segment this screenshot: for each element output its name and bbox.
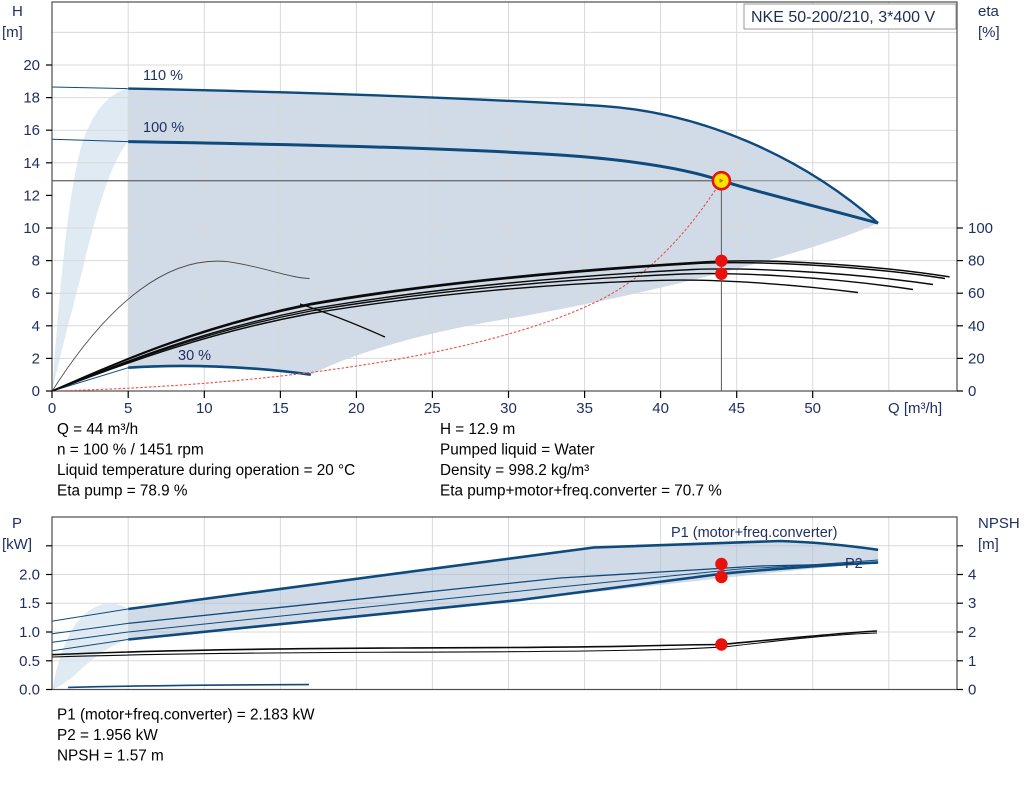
svg-text:H: H [12,3,23,20]
svg-text:[m]: [m] [2,24,23,41]
svg-text:100: 100 [968,220,993,237]
svg-text:NPSH: NPSH [978,515,1020,532]
svg-text:60: 60 [968,285,985,302]
svg-text:25: 25 [424,400,441,417]
svg-text:40: 40 [968,318,985,335]
svg-text:[kW]: [kW] [2,536,32,553]
svg-text:NPSH = 1.57 m: NPSH = 1.57 m [57,748,164,765]
svg-text:12: 12 [23,187,40,204]
svg-text:P2: P2 [845,556,863,572]
svg-text:20: 20 [348,400,365,417]
svg-text:100 %: 100 % [143,120,184,136]
svg-text:14: 14 [23,155,40,172]
svg-text:0.0: 0.0 [19,682,40,699]
svg-text:2.0: 2.0 [19,567,40,584]
svg-text:1.5: 1.5 [19,595,40,612]
svg-text:H = 12.9 m: H = 12.9 m [440,421,515,438]
svg-text:4: 4 [32,318,40,335]
svg-text:[m]: [m] [978,536,999,553]
svg-text:[%]: [%] [978,24,1000,41]
svg-text:30 %: 30 % [178,348,211,364]
svg-text:P: P [12,515,22,532]
svg-text:16: 16 [23,122,40,139]
svg-text:Density = 998.2 kg/m³: Density = 998.2 kg/m³ [440,462,589,479]
svg-text:10: 10 [196,400,213,417]
svg-text:4: 4 [968,567,976,584]
svg-text:P1 (motor+freq.converter) = 2.: P1 (motor+freq.converter) = 2.183 kW [57,707,315,724]
svg-text:15: 15 [272,400,289,417]
svg-text:8: 8 [32,253,40,270]
svg-text:20: 20 [968,350,985,367]
svg-text:80: 80 [968,253,985,270]
svg-text:P1 (motor+freq.converter): P1 (motor+freq.converter) [671,525,837,541]
svg-text:eta: eta [978,3,1000,20]
svg-text:n = 100 % / 1451 rpm: n = 100 % / 1451 rpm [57,442,204,459]
svg-text:18: 18 [23,90,40,107]
svg-text:1: 1 [968,653,976,670]
svg-text:1.0: 1.0 [19,624,40,641]
svg-text:Liquid temperature during oper: Liquid temperature during operation = 20… [57,462,355,479]
svg-text:35: 35 [576,400,593,417]
svg-text:10: 10 [23,220,40,237]
svg-text:6: 6 [32,285,40,302]
svg-text:2: 2 [32,350,40,367]
svg-text:Q = 44 m³/h: Q = 44 m³/h [57,421,138,438]
svg-text:2: 2 [968,624,976,641]
svg-text:50: 50 [804,400,821,417]
svg-text:NKE 50-200/210, 3*400 V: NKE 50-200/210, 3*400 V [751,9,935,26]
svg-text:110 %: 110 % [143,68,183,84]
svg-text:30: 30 [500,400,517,417]
svg-text:Pumped liquid = Water: Pumped liquid = Water [440,442,595,459]
svg-text:Eta pump+motor+freq.converter: Eta pump+motor+freq.converter = 70.7 % [440,483,722,500]
svg-text:0: 0 [968,682,976,699]
svg-text:Q [m³/h]: Q [m³/h] [888,400,942,417]
svg-text:0.5: 0.5 [19,653,40,670]
svg-text:20: 20 [23,57,40,74]
svg-text:0: 0 [48,400,56,417]
svg-text:Eta pump = 78.9 %: Eta pump = 78.9 % [57,483,188,500]
svg-text:3: 3 [968,595,976,612]
svg-text:0: 0 [32,383,40,400]
svg-text:45: 45 [728,400,745,417]
svg-text:5: 5 [124,400,132,417]
svg-text:40: 40 [652,400,669,417]
svg-text:0: 0 [968,383,976,400]
svg-text:P2 = 1.956 kW: P2 = 1.956 kW [57,727,158,744]
